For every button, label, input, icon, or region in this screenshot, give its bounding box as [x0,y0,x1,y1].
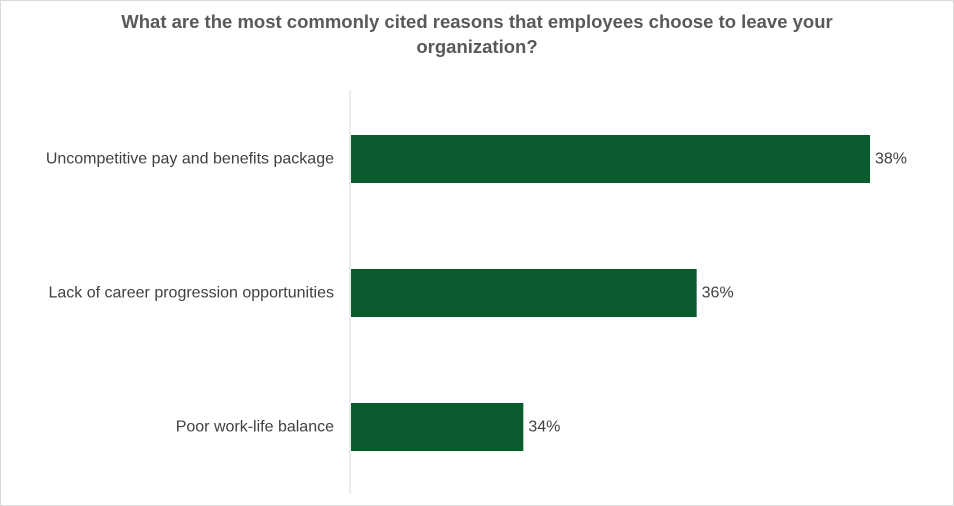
bar-2 [351,269,697,317]
bar-3 [351,403,524,451]
chart-title-line-2: organization? [416,36,538,57]
chart-title: What are the most commonly cited reasons… [60,9,894,59]
category-label-2: Lack of career progression opportunities [49,285,335,302]
bar-1 [351,135,870,183]
value-label-1: 38% [875,151,907,168]
value-label-2: 36% [702,285,734,302]
category-label-1: Uncompetitive pay and benefits package [46,151,334,168]
value-label-3: 34% [528,419,560,436]
category-label-3: Poor work-life balance [176,419,334,436]
chart-title-line-1: What are the most commonly cited reasons… [121,11,833,32]
